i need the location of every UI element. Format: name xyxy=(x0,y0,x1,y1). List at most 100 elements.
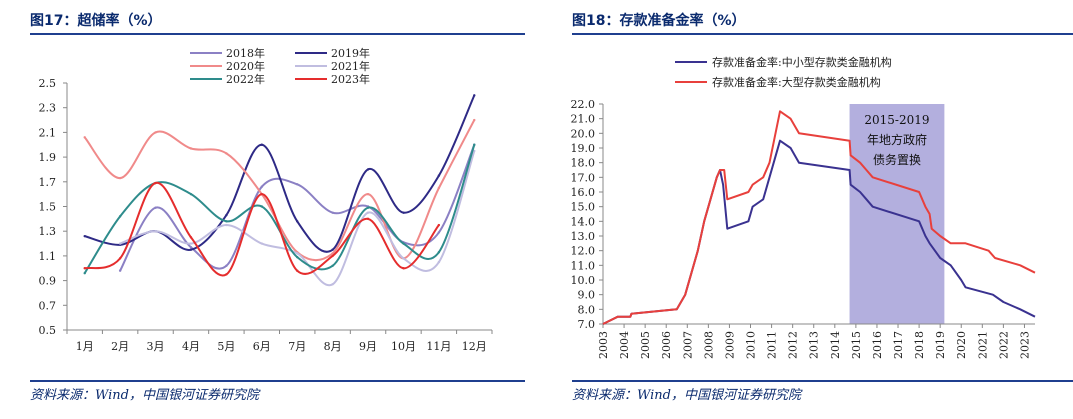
data-point-2021年 xyxy=(296,252,299,255)
x-tick-label: 2005 xyxy=(639,331,652,359)
data-point-2022年 xyxy=(296,255,299,259)
data-point-2021年 xyxy=(331,283,334,286)
data-point-2019年 xyxy=(437,174,441,177)
x-tick-label: 2021 xyxy=(976,331,989,359)
data-point-2022年 xyxy=(437,250,441,254)
x-tick-label: 1月 xyxy=(76,340,94,353)
series-line-存款准备金率:大型存款类金融机构 xyxy=(602,110,1036,325)
legend-label: 2018年 xyxy=(226,46,265,60)
data-point-2021年 xyxy=(260,242,263,245)
x-tick-label: 12月 xyxy=(462,340,487,353)
data-point-2020年 xyxy=(189,147,193,150)
x-tick-label: 2013 xyxy=(808,331,821,359)
data-point-2019年 xyxy=(225,213,228,217)
x-tick-label: 2015 xyxy=(850,331,863,359)
right-chart-panel: 图18：存款准备金率（%） 7.0 8.0 9.0 10.0 11.0 12.0 13.0 1… xyxy=(542,0,1073,419)
data-point-2023年 xyxy=(154,181,157,185)
reserve-requirement-ratio-chart: 7.0 8.09.0 10.0 11.012.0 13.0 14.015.0 16.0 17.… xyxy=(571,55,1036,359)
y-tick-label: 0.7 xyxy=(39,299,57,312)
x-tick-label: 2019 xyxy=(934,331,947,359)
data-point-2023年 xyxy=(402,267,405,270)
y-tick-label: 13.0 xyxy=(571,230,596,243)
legend-label: 2021年 xyxy=(331,59,370,73)
x-tick-label: 2010 xyxy=(745,331,758,359)
y-tick-label: 20.0 xyxy=(571,127,596,140)
legend-label: 2023年 xyxy=(331,72,370,86)
left-title-rule xyxy=(30,33,525,35)
data-point-2019年 xyxy=(331,248,334,251)
x-tick-label: 2009 xyxy=(723,331,736,359)
y-tick-label: 2.3 xyxy=(39,102,57,115)
data-point-2023年 xyxy=(189,236,193,239)
x-tick-label: 3月 xyxy=(147,340,165,353)
data-point-2020年 xyxy=(437,186,441,190)
data-point-2022年 xyxy=(260,205,263,208)
data-point-2023年 xyxy=(260,192,263,196)
data-point-2020年 xyxy=(225,152,228,155)
y-tick-label: 18.0 xyxy=(571,157,596,170)
data-point-2019年 xyxy=(296,220,299,223)
x-tick-label: 2003 xyxy=(597,331,610,359)
y-tick-label: 2.1 xyxy=(39,126,57,139)
y-tick-label: 21.0 xyxy=(571,113,596,126)
data-point-2021年 xyxy=(225,223,228,227)
right-source-rule xyxy=(572,380,1073,382)
x-tick-label: 10月 xyxy=(391,340,416,353)
data-point-2022年 xyxy=(331,264,334,267)
y-tick-label: 9.0 xyxy=(578,289,596,302)
series-line-2021年 xyxy=(119,150,476,287)
x-tick-label: 11月 xyxy=(426,340,451,353)
y-tick-label: 11.0 xyxy=(571,259,596,272)
data-point-2021年 xyxy=(437,260,441,264)
data-point-2022年 xyxy=(225,220,228,223)
y-tick-label: 8.0 xyxy=(578,303,596,316)
data-point-2020年 xyxy=(331,252,334,255)
data-point-2023年 xyxy=(366,217,370,221)
data-point-2018年 xyxy=(331,211,334,214)
data-point-2020年 xyxy=(154,131,157,134)
data-point-2021年 xyxy=(402,257,405,260)
y-tick-label: 7.0 xyxy=(578,318,596,331)
data-point-2019年 xyxy=(189,248,193,251)
data-point-2019年 xyxy=(473,94,476,97)
y-tick-label: 15.0 xyxy=(571,201,596,214)
y-tick-label: 1.1 xyxy=(39,250,57,263)
right-chart-title: 图18：存款准备金率（%） xyxy=(572,13,746,29)
x-tick-label: 2004 xyxy=(618,331,631,359)
data-point-2020年 xyxy=(118,176,122,180)
data-point-2019年 xyxy=(83,234,86,238)
shaded-region-label-line3: 债务置换 xyxy=(873,152,921,167)
series-line-存款准备金率:中小型存款类金融机构 xyxy=(602,139,1036,325)
data-point-2018年 xyxy=(437,231,441,234)
x-tick-label: 2023 xyxy=(1018,331,1031,359)
x-tick-label: 2008 xyxy=(702,331,715,359)
data-point-2018年 xyxy=(260,185,263,188)
x-tick-label: 2022 xyxy=(997,331,1010,359)
left-source-note: 资料来源：Wind，中国银河证券研究院 xyxy=(30,388,259,403)
x-tick-label: 2007 xyxy=(681,331,694,359)
x-tick-label: 2012 xyxy=(787,331,800,359)
data-point-2020年 xyxy=(366,192,370,196)
data-point-2018年 xyxy=(154,206,157,209)
data-point-2018年 xyxy=(189,246,193,249)
y-tick-label: 1.3 xyxy=(39,225,57,238)
y-tick-label: 2.5 xyxy=(39,77,57,90)
data-point-2021年 xyxy=(154,230,157,233)
x-tick-label: 2011 xyxy=(766,331,779,359)
x-tick-label: 8月 xyxy=(324,340,342,353)
legend-label: 2019年 xyxy=(331,46,370,60)
data-point-2018年 xyxy=(296,183,299,186)
x-tick-label: 2016 xyxy=(871,331,884,359)
y-tick-label: 1.9 xyxy=(39,151,57,164)
y-tick-label: 22.0 xyxy=(571,98,596,111)
data-point-2023年 xyxy=(331,254,334,258)
data-point-2021年 xyxy=(366,211,370,214)
x-tick-label: 7月 xyxy=(288,340,306,353)
data-point-2021年 xyxy=(189,242,193,245)
x-tick-label: 2017 xyxy=(892,331,905,359)
legend-label: 存款准备金率:大型存款类金融机构 xyxy=(712,75,881,89)
data-point-2022年 xyxy=(402,242,405,245)
y-tick-label: 17.0 xyxy=(571,171,596,184)
left-chart-title: 图17：超储率（%） xyxy=(30,13,162,29)
legend-label: 2020年 xyxy=(226,59,265,73)
